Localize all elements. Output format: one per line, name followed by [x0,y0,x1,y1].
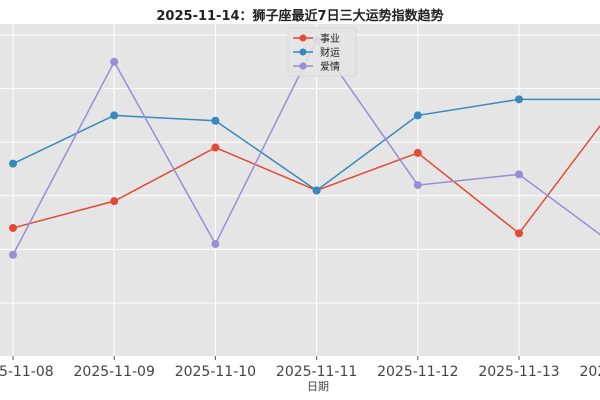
legend-marker [299,48,307,56]
x-tick-label: 2025-11-12 [377,364,458,380]
data-point [110,57,119,66]
data-point [515,229,523,238]
data-point [211,240,220,249]
data-point [9,223,17,232]
x-tick-label: 2025-11-13 [478,364,559,380]
legend-label: 事业 [320,32,340,45]
data-point [211,143,220,152]
legend-marker [299,62,307,70]
data-point [312,186,321,195]
data-point [413,181,422,190]
chart-title: 2025-11-14：狮子座最近7日三大运势指数趋势 [156,9,444,24]
legend-label: 爱情 [320,60,340,73]
x-axis-label: 日期 [307,380,329,393]
data-point [413,148,422,157]
data-point [515,170,523,179]
data-point [211,116,220,125]
x-tick-label: 2025-11-11 [276,364,357,380]
data-point [110,111,119,120]
data-point [110,197,119,206]
x-tick-label: 2025-11-09 [74,364,155,380]
x-tick-label: 2025-11-08 [0,364,54,380]
data-point [9,159,17,168]
legend-marker [299,34,307,42]
data-point [413,111,422,120]
legend-label: 财运 [320,46,340,59]
x-tick-label: 2025-11-14 [580,364,600,380]
plot-area [0,24,600,356]
data-point [515,95,523,104]
x-tick-label: 2025-11-10 [175,364,256,380]
data-point [9,250,17,259]
